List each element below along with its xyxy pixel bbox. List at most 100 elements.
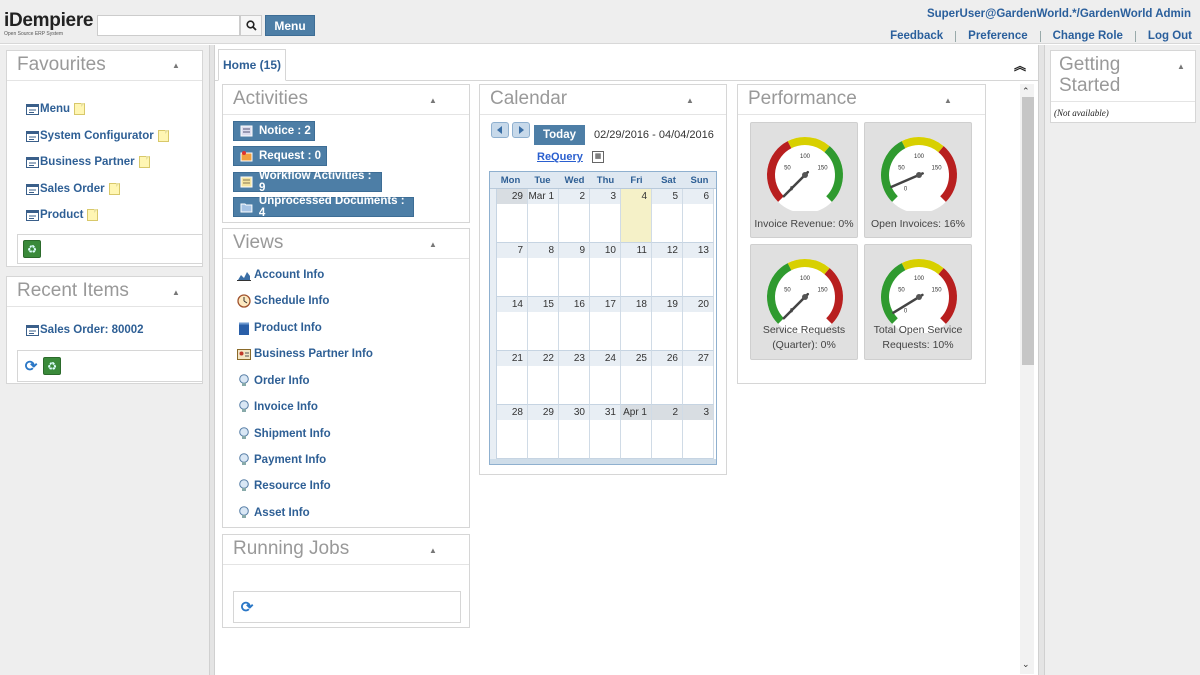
calendar-day-cell[interactable]: 25 [621,351,652,405]
collapse-icon[interactable]: ▲ [429,96,437,105]
calendar-day-cell[interactable]: 12 [652,243,683,297]
collapse-icon[interactable]: ▲ [1177,62,1185,71]
calendar-day-cell[interactable]: 18 [621,297,652,351]
calendar-day-cell[interactable]: 29 [528,405,559,459]
calendar-day-cell[interactable]: 8 [528,243,559,297]
preference-link[interactable]: Preference [968,30,1028,42]
calendar-day-cell[interactable]: 17 [590,297,621,351]
view-link-payment-info[interactable]: Payment Info [237,453,326,467]
calendar-day-cell[interactable]: 4 [621,189,652,243]
search-button[interactable] [240,15,262,36]
favourite-item-business-partner[interactable]: Business Partner [26,156,150,168]
calendar-day-cell[interactable]: 3 [590,189,621,243]
favourite-item-sales-order[interactable]: Sales Order [26,183,120,195]
calendar-day-cell[interactable]: 28 [497,405,528,459]
prev-period-button[interactable] [491,122,509,138]
refresh-icon[interactable]: ⟳ [24,358,38,375]
calendar-day-cell[interactable]: 3 [683,405,714,459]
refresh-icon[interactable]: ⟳ [240,599,254,616]
performance-gauge[interactable]: 050100150Invoice Revenue: 0% [750,122,858,238]
collapse-icon[interactable]: ▲ [172,61,180,70]
view-link-schedule-info[interactable]: Schedule Info [237,294,329,308]
view-link-account-info[interactable]: Account Info [237,268,324,282]
calendar-day-cell[interactable]: 14 [497,297,528,351]
change-role-link[interactable]: Change Role [1052,30,1123,42]
view-link-invoice-info[interactable]: Invoice Info [237,400,318,414]
calendar-day-cell[interactable]: 22 [528,351,559,405]
recent-item[interactable]: Sales Order: 80002 [26,324,144,336]
note-icon[interactable] [87,209,99,221]
menu-search-input[interactable] [97,15,240,36]
view-link-shipment-info[interactable]: Shipment Info [237,427,331,441]
view-link-order-info[interactable]: Order Info [237,374,310,388]
next-period-button[interactable] [512,122,530,138]
calendar-day-cell[interactable]: 13 [683,243,714,297]
maximize-icon[interactable]: ︽ [1013,59,1026,73]
idempiere-logo[interactable]: iDempiere Open Source ERP System [4,11,94,38]
calendar-day-cell[interactable]: 7 [497,243,528,297]
calendar-day-cell[interactable]: 11 [621,243,652,297]
tab-home[interactable]: Home (15) [218,49,286,81]
calendar-day-cell[interactable]: 27 [683,351,714,405]
calendar-day-cell[interactable]: 21 [497,351,528,405]
calendar-day-cell[interactable]: 6 [683,189,714,243]
calendar-day-cell[interactable]: 5 [652,189,683,243]
calendar-day-cell[interactable]: 31 [590,405,621,459]
note-icon[interactable] [157,130,169,142]
calendar-day-cell[interactable]: 29 [497,189,528,243]
calendar-day-cell[interactable]: 2 [559,189,590,243]
collapse-icon[interactable]: ▲ [944,96,952,105]
calendar-day-cell[interactable]: 23 [559,351,590,405]
notice-button[interactable]: Notice : 2 [233,121,315,141]
calendar-day-cell[interactable]: 24 [590,351,621,405]
user-context-link[interactable]: SuperUser@GardenWorld.*/GardenWorld Admi… [926,8,1191,20]
calendar-day-cell[interactable]: 19 [652,297,683,351]
calendar-icon[interactable]: ▦ [592,151,604,163]
logout-link[interactable]: Log Out [1147,30,1192,42]
view-link-asset-info[interactable]: Asset Info [237,506,310,520]
scroll-down-icon[interactable]: ⌄ [1022,659,1030,669]
calendar-day-cell[interactable]: 15 [528,297,559,351]
calendar-day-cell[interactable]: 16 [559,297,590,351]
requery-link[interactable]: ReQuery [537,151,583,163]
menu-button[interactable]: Menu [265,15,315,36]
east-splitter[interactable] [1038,45,1045,675]
note-icon[interactable] [108,183,120,195]
workflow-activities-button[interactable]: Workflow Activities : 9 [233,170,382,194]
gauge-band [938,268,957,324]
favourite-item-menu[interactable]: Menu [26,103,86,115]
calendar-day-cell[interactable]: 2 [652,405,683,459]
favourite-item-system-configurator[interactable]: System Configurator [26,130,169,142]
calendar-day-cell[interactable]: 26 [652,351,683,405]
collapse-icon[interactable]: ▲ [686,96,694,105]
view-link-product-info[interactable]: Product Info [237,321,322,335]
scroll-up-icon[interactable]: ⌃ [1022,86,1030,96]
view-link-business-partner-info[interactable]: Business Partner Info [237,347,373,361]
scrollbar-thumb[interactable] [1022,97,1034,365]
performance-gauge[interactable]: 050100150Service Requests (Quarter): 0% [750,244,858,360]
feedback-link[interactable]: Feedback [890,30,944,42]
performance-gauge[interactable]: 0 50 100 150 Total Open Service Requests: 10… [864,244,972,360]
calendar-day-number: Mar 1 [528,189,558,204]
today-button[interactable]: Today [534,125,585,145]
calendar-day-cell[interactable]: 9 [559,243,590,297]
favourite-item-product[interactable]: Product [26,209,99,221]
unprocessed-documents-button[interactable]: Unprocessed Documents : 4 [233,195,414,219]
recycle-bin-icon[interactable]: ♻ [43,357,61,375]
collapse-icon[interactable]: ▲ [429,546,437,555]
calendar-day-cell[interactable]: Mar 1 [528,189,559,243]
view-link-resource-info[interactable]: Resource Info [237,479,331,493]
collapse-icon[interactable]: ▲ [172,288,180,297]
note-icon[interactable] [138,156,150,168]
recycle-bin-icon[interactable]: ♻ [23,240,41,258]
calendar-day-cell[interactable]: 10 [590,243,621,297]
performance-gauge[interactable]: 0 50 100 150 Open Invoices: 16% [864,122,972,238]
calendar-day-cell[interactable]: 20 [683,297,714,351]
west-splitter[interactable] [209,45,215,675]
calendar-day-cell[interactable]: Apr 1 [621,405,652,459]
note-icon[interactable] [74,103,86,115]
request-button[interactable]: Request : 0 [233,146,327,166]
calendar-day-cell[interactable]: 30 [559,405,590,459]
collapse-icon[interactable]: ▲ [429,240,437,249]
